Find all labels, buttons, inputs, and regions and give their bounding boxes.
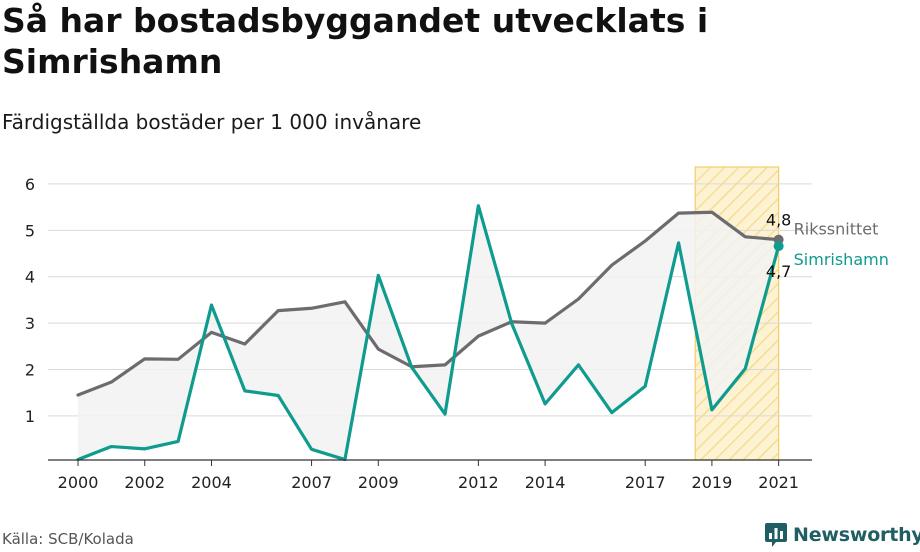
x-tick-label: 2009 — [358, 473, 399, 492]
x-tick-label: 2007 — [291, 473, 332, 492]
x-tick-label: 2002 — [124, 473, 165, 492]
end-value-rikssnittet: 4,8 — [766, 211, 791, 230]
y-tick-label: 3 — [25, 314, 35, 333]
chart-subtitle: Färdigställda bostäder per 1 000 invånar… — [2, 110, 422, 134]
x-tick-label: 2000 — [58, 473, 99, 492]
endpoint-simrishamn — [773, 241, 784, 252]
y-tick-label: 1 — [25, 407, 35, 426]
series-label-simrishamn: Simrishamn — [794, 250, 889, 269]
newsworthy-logo-icon — [765, 523, 787, 547]
x-tick-label: 2017 — [625, 473, 666, 492]
x-tick-label: 2004 — [191, 473, 232, 492]
x-tick-label: 2019 — [692, 473, 733, 492]
end-value-simrishamn: 4,7 — [766, 262, 791, 281]
series-label-rikssnittet: Rikssnittet — [794, 220, 879, 239]
newsworthy-logo-text: Newsworthy — [793, 524, 920, 546]
x-tick-label: 2012 — [458, 473, 499, 492]
source-note: Källa: SCB/Kolada — [2, 530, 134, 548]
y-tick-label: 4 — [25, 268, 35, 287]
series-line-simrishamn — [76, 204, 781, 462]
x-tick-label: 2014 — [525, 473, 566, 492]
difference-band — [78, 205, 779, 460]
newsworthy-logo[interactable]: Newsworthy — [764, 521, 920, 549]
y-tick-label: 6 — [25, 175, 35, 194]
chart-title: Så har bostadsbyggandet utvecklats i Sim… — [2, 1, 709, 81]
x-tick-label: 2021 — [758, 473, 799, 492]
y-tick-label: 5 — [25, 221, 35, 240]
y-tick-label: 2 — [25, 361, 35, 380]
series-line-rikssnittet — [76, 210, 781, 397]
